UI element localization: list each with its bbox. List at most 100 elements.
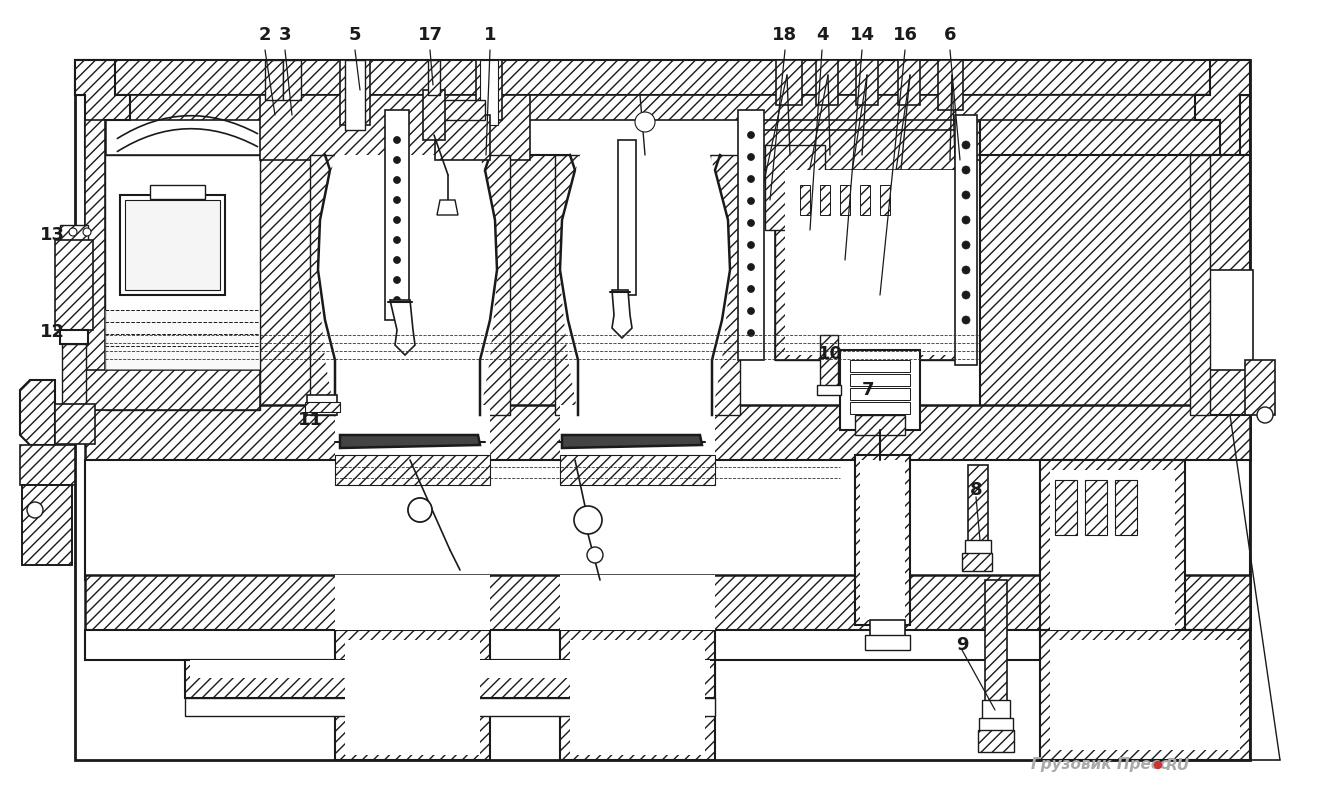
Bar [345, 60, 365, 130]
Bar [978, 730, 1014, 752]
Bar [898, 60, 920, 105]
Bar [775, 160, 976, 360]
Circle shape [574, 506, 602, 534]
Bar [260, 155, 325, 410]
Ellipse shape [408, 498, 432, 522]
Text: 12: 12 [40, 323, 65, 341]
Bar [839, 350, 920, 430]
Circle shape [962, 166, 970, 174]
Bar [340, 60, 370, 125]
Circle shape [747, 219, 755, 227]
Circle shape [962, 291, 970, 299]
Bar [561, 575, 715, 630]
Text: 8: 8 [970, 481, 982, 499]
Bar [435, 115, 490, 160]
Text: 13: 13 [40, 226, 65, 244]
Bar [1050, 640, 1240, 750]
Polygon shape [20, 380, 56, 445]
Bar [1050, 470, 1175, 630]
Circle shape [1257, 407, 1273, 423]
Bar [1245, 360, 1274, 415]
Polygon shape [480, 155, 510, 415]
Circle shape [962, 266, 970, 274]
Bar [820, 335, 838, 390]
Bar [126, 200, 219, 290]
Bar [56, 240, 93, 330]
Text: 9: 9 [956, 636, 968, 654]
Circle shape [747, 329, 755, 336]
Bar [617, 140, 636, 295]
Text: 7: 7 [862, 381, 874, 399]
Polygon shape [980, 95, 1251, 415]
Circle shape [587, 547, 603, 563]
Bar [385, 110, 408, 320]
Circle shape [394, 176, 401, 183]
Circle shape [635, 112, 654, 132]
Circle shape [1154, 762, 1162, 768]
Polygon shape [1195, 60, 1251, 155]
Bar [785, 170, 965, 355]
Bar [639, 118, 652, 126]
Polygon shape [710, 155, 740, 415]
Circle shape [747, 198, 755, 204]
Bar [85, 120, 104, 410]
Polygon shape [340, 435, 480, 448]
Bar [1114, 480, 1137, 535]
Text: 11: 11 [297, 411, 323, 429]
Bar [839, 185, 850, 215]
Bar [264, 60, 283, 100]
Polygon shape [438, 200, 457, 215]
Circle shape [962, 191, 970, 199]
Text: 17: 17 [418, 26, 443, 44]
Polygon shape [555, 155, 580, 415]
Bar [765, 145, 825, 230]
Bar [1040, 460, 1185, 640]
Bar [776, 60, 802, 105]
Bar [428, 60, 440, 95]
Bar [104, 155, 260, 410]
Text: 4: 4 [816, 26, 829, 44]
Bar [775, 160, 976, 360]
Bar [738, 110, 764, 360]
Bar [104, 310, 260, 370]
Bar [850, 402, 910, 414]
Bar [465, 660, 715, 698]
Bar [850, 360, 910, 372]
Circle shape [394, 136, 401, 143]
Bar [962, 553, 992, 571]
Bar [939, 60, 962, 110]
Bar [85, 405, 1251, 460]
Bar [471, 660, 710, 678]
Polygon shape [390, 300, 415, 355]
Bar [423, 90, 446, 140]
Bar [968, 465, 988, 545]
Bar [570, 640, 705, 755]
Bar [861, 185, 870, 215]
Bar [1055, 480, 1077, 535]
Bar [59, 225, 89, 240]
Polygon shape [561, 155, 730, 415]
Circle shape [747, 131, 755, 139]
Bar [816, 60, 838, 105]
Text: 6: 6 [944, 26, 956, 44]
Circle shape [747, 264, 755, 271]
Circle shape [747, 285, 755, 292]
Bar [85, 370, 260, 410]
Bar [820, 185, 830, 215]
Bar [817, 385, 841, 395]
Bar [283, 60, 301, 100]
Bar [855, 415, 906, 435]
Circle shape [69, 228, 77, 236]
Bar [20, 445, 75, 485]
Bar [490, 155, 570, 410]
Circle shape [394, 236, 401, 244]
Circle shape [747, 241, 755, 248]
Circle shape [394, 216, 401, 223]
Bar [980, 95, 1251, 415]
Bar [85, 575, 1251, 630]
Bar [62, 344, 86, 404]
Circle shape [83, 228, 91, 236]
Bar [985, 580, 1007, 710]
Bar [307, 395, 337, 415]
Bar [115, 95, 1215, 120]
